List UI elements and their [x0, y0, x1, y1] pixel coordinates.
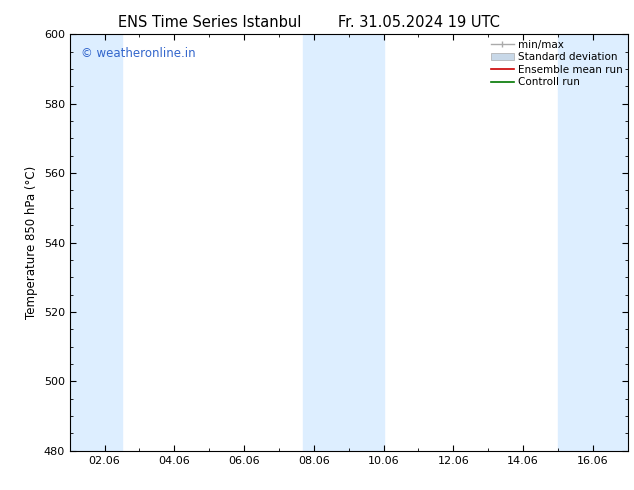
Text: Fr. 31.05.2024 19 UTC: Fr. 31.05.2024 19 UTC — [337, 15, 500, 30]
Y-axis label: Temperature 850 hPa (°C): Temperature 850 hPa (°C) — [25, 166, 38, 319]
Bar — [558, 34, 628, 451]
Text: ENS Time Series Istanbul: ENS Time Series Istanbul — [117, 15, 301, 30]
Text: © weatheronline.in: © weatheronline.in — [81, 47, 195, 60]
Legend: min/max, Standard deviation, Ensemble mean run, Controll run: min/max, Standard deviation, Ensemble me… — [491, 40, 623, 87]
Bar — [70, 34, 122, 451]
Bar — [303, 34, 384, 451]
